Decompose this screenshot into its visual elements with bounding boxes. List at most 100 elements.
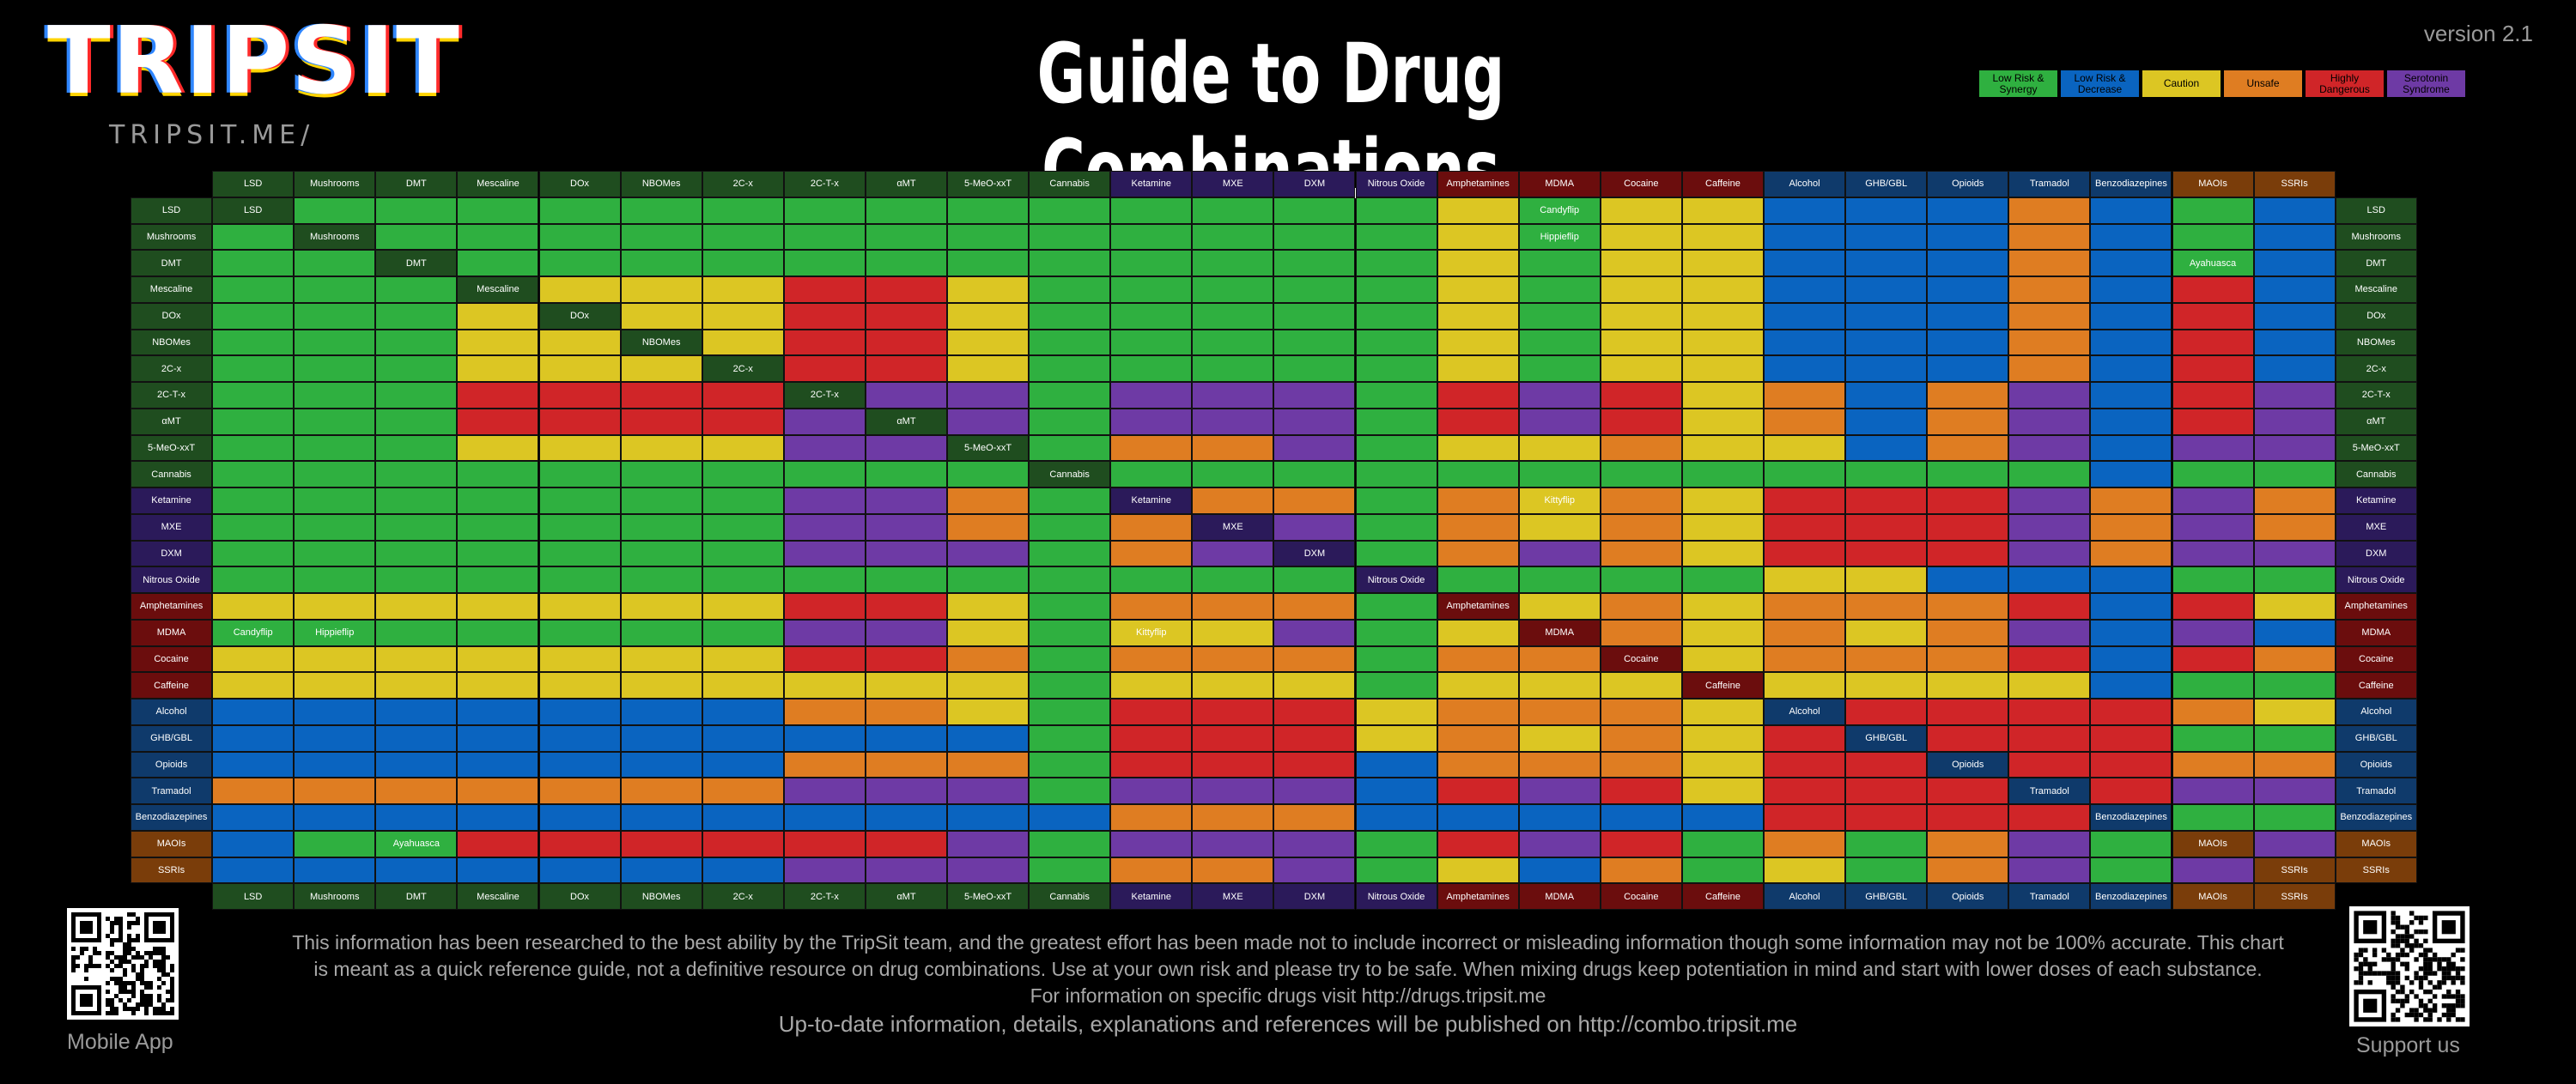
cell-label: Alcohol	[155, 706, 187, 718]
qr-module	[114, 994, 118, 998]
diagonal-cell: αMT	[865, 408, 947, 435]
combination-cell	[375, 751, 458, 778]
combination-cell	[2090, 513, 2172, 541]
cell-label: LSD	[243, 205, 263, 216]
combination-cell	[947, 778, 1030, 804]
combination-cell	[212, 804, 295, 831]
row-footer-mxe: MXE	[2335, 513, 2417, 541]
combination-cell	[1600, 751, 1682, 778]
legend-item-serotonin-syndrome: Serotonin Syndrome	[2386, 70, 2466, 98]
qr-module	[2404, 929, 2409, 935]
combination-cell	[2090, 408, 2172, 435]
support-qr-code[interactable]	[2349, 906, 2470, 1026]
row-header-ssris: SSRIs	[131, 857, 213, 884]
qr-module	[2395, 920, 2401, 925]
cell-label: 2C-T-x	[810, 179, 839, 190]
qr-module	[2386, 975, 2391, 981]
qr-module	[118, 998, 123, 1002]
column-footer-ssris: SSRIs	[2253, 883, 2336, 910]
cell-label: DOx	[570, 179, 590, 190]
qr-module	[2400, 989, 2405, 995]
combination-cell	[1681, 830, 1764, 857]
combination-cell	[1110, 302, 1193, 330]
combination-cell	[1355, 751, 1437, 778]
combination-cell	[212, 223, 295, 251]
combination-cell	[1110, 724, 1193, 752]
combination-cell	[2172, 724, 2254, 752]
cell-label: LSD	[243, 891, 263, 902]
qr-module	[131, 1007, 136, 1011]
combination-cell	[2008, 724, 2091, 752]
row-header-dox: DOx	[131, 302, 213, 330]
qr-module	[2437, 961, 2442, 966]
combination-cell	[702, 408, 784, 435]
combination-cell	[1437, 619, 1519, 646]
qr-module	[2372, 952, 2378, 958]
combination-cell	[783, 804, 866, 831]
combination-cell	[865, 487, 947, 514]
cell-label: Opioids	[1952, 759, 1984, 770]
logo-text: TRIPSIT	[47, 8, 461, 115]
combination-cell	[1927, 513, 2009, 541]
combination-cell	[620, 751, 702, 778]
qr-module	[2427, 998, 2433, 1004]
combination-cell	[865, 355, 947, 382]
combination-cell	[1029, 699, 1111, 725]
column-footer-dox: DOx	[538, 883, 621, 910]
qr-module	[166, 972, 170, 977]
combination-cell	[1029, 408, 1111, 435]
cell-label: GHB/GBL	[1865, 891, 1908, 902]
combination-cell	[1518, 302, 1601, 330]
qr-module	[2391, 911, 2396, 916]
combination-cell	[2008, 197, 2091, 224]
diagonal-cell: 2C-T-x	[783, 382, 866, 409]
combination-cell	[2172, 566, 2254, 593]
combination-cell	[375, 857, 458, 884]
qr-module	[2418, 952, 2424, 958]
diagonal-cell: SSRIs	[2253, 857, 2336, 884]
combination-cell	[1681, 250, 1764, 276]
cell-label: Cocaine	[1624, 653, 1659, 664]
qr-module	[131, 947, 136, 951]
qr-module	[2391, 966, 2396, 972]
combination-cell	[2172, 513, 2254, 541]
qr-module	[149, 955, 153, 960]
mobile-app-qr-code[interactable]	[67, 908, 179, 1020]
cell-label: Nitrous Oxide	[143, 574, 200, 585]
cell-label: GHB/GBL	[2354, 733, 2397, 744]
cell-label: Cannabis	[1049, 179, 1090, 190]
cell-label: DXM	[2366, 548, 2387, 559]
row-footer-ghb-gbl: GHB/GBL	[2335, 724, 2417, 752]
combination-cell	[1355, 461, 1437, 487]
combination-cell	[538, 408, 621, 435]
qr-module	[2363, 948, 2368, 953]
combination-cell: Ayahuasca	[375, 830, 458, 857]
cell-label: Hippieflip	[1540, 231, 1579, 242]
combination-cell	[1273, 830, 1356, 857]
combination-cell	[1764, 329, 1846, 356]
row-header-dmt: DMT	[131, 250, 213, 276]
column-header-amphetamines: Amphetamines	[1437, 171, 1519, 197]
qr-module	[2451, 966, 2456, 972]
qr-module	[2404, 961, 2409, 966]
combination-cell	[2253, 540, 2336, 567]
qr-module	[71, 955, 76, 960]
combination-cell	[2253, 276, 2336, 303]
qr-module	[123, 981, 127, 985]
qr-module	[2432, 994, 2438, 999]
combination-cell	[1681, 699, 1764, 725]
combination-cell	[620, 382, 702, 409]
row-footer-mdma: MDMA	[2335, 619, 2417, 646]
qr-module	[118, 960, 123, 964]
combination-cell	[1927, 197, 2009, 224]
qr-module	[161, 1002, 166, 1007]
qr-module	[2451, 975, 2456, 981]
qr-module	[136, 951, 140, 955]
combination-cell	[212, 302, 295, 330]
combination-cell	[538, 276, 621, 303]
cell-label: MAOIs	[2361, 839, 2391, 850]
combination-cell	[702, 857, 784, 884]
qr-module	[93, 964, 97, 968]
qr-module	[2400, 952, 2405, 958]
combination-cell	[1437, 408, 1519, 435]
